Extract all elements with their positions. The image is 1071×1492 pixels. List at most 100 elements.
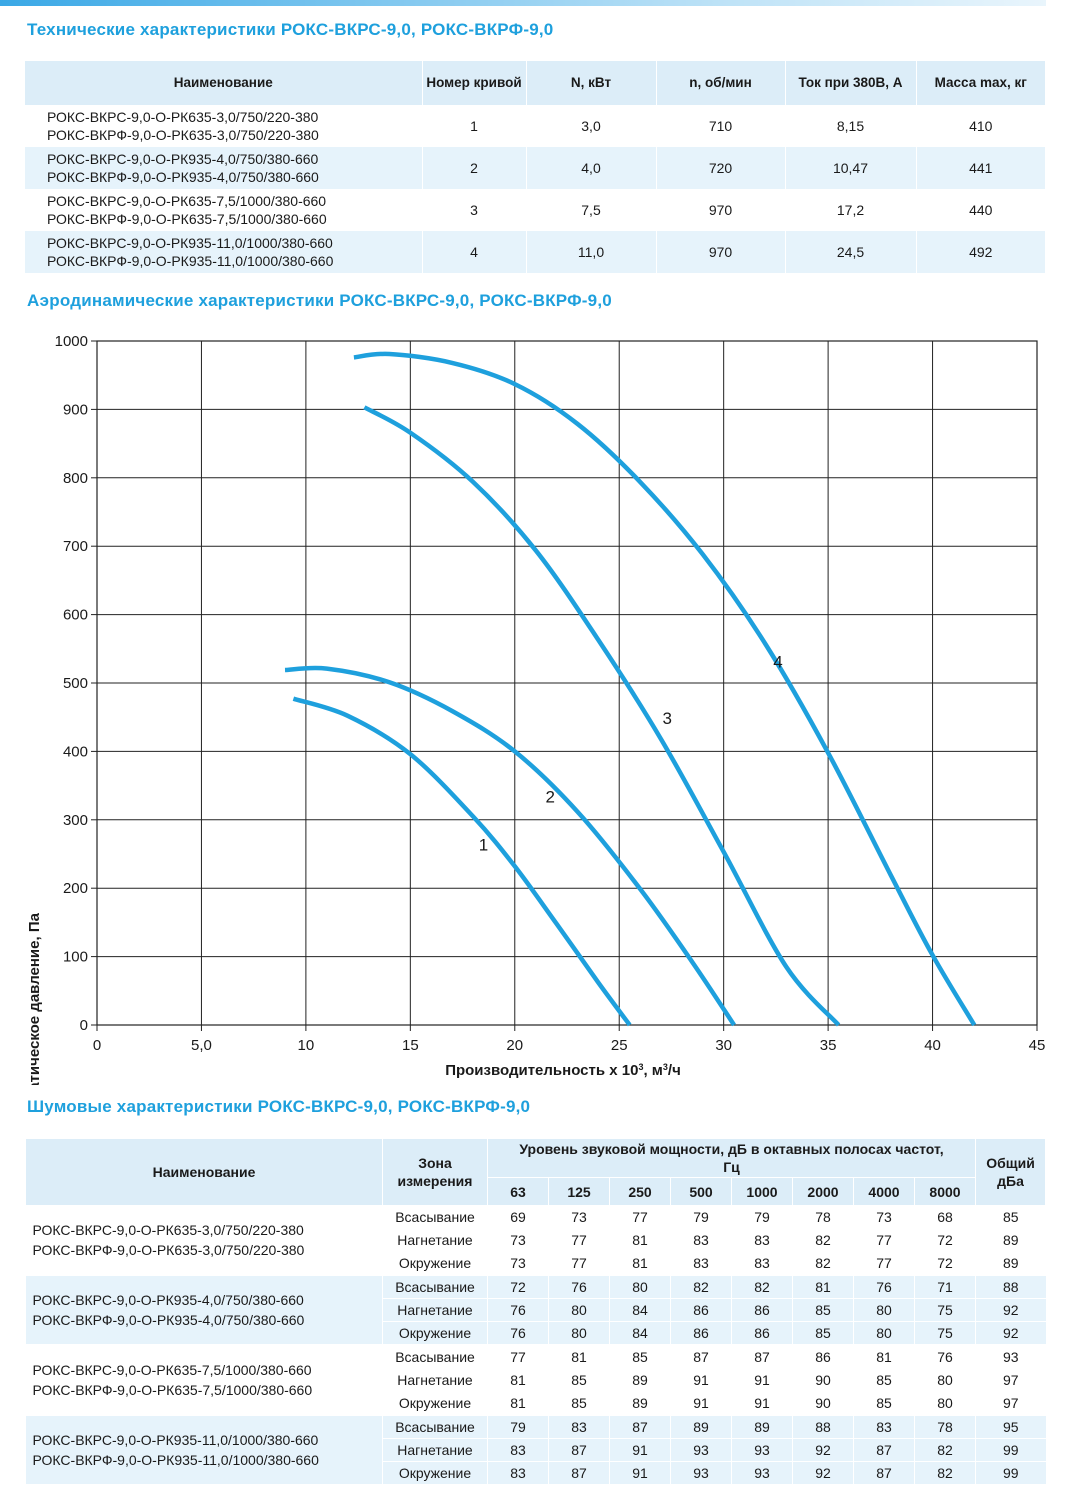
curve-number-label: 1 [479,836,488,855]
db-value: 80 [853,1321,915,1345]
db-value: 83 [670,1228,732,1252]
tech-header-curve: Номер кривой [421,61,526,105]
db-value: 92 [792,1461,854,1484]
db-value: 85 [792,1298,854,1322]
power-value: 3,0 [525,105,656,147]
db-value: 87 [548,1461,610,1484]
mass-value: 492 [915,231,1045,273]
total-dba: 97 [975,1391,1046,1415]
x-tick-label: 10 [298,1037,315,1054]
tech-section-title: Технические характеристики РОКС-ВКРС-9,0… [27,20,554,39]
db-value: 76 [548,1274,610,1299]
db-value: 77 [487,1344,549,1369]
db-value: 80 [853,1298,915,1322]
mass-value: 441 [915,147,1045,189]
model-name: РОКС-ВКРС-9,0-О-РК635-3,0/750/220-380 [47,109,319,125]
db-value: 93 [670,1438,732,1462]
db-value: 83 [853,1414,915,1439]
total-dba: 92 [975,1298,1046,1322]
db-value: 79 [670,1205,732,1229]
curve-number: 3 [421,189,526,231]
tech-header-power: N, кВт [525,61,656,105]
zone-cell: Нагнетание [382,1368,488,1392]
zone-cell: Нагнетание [382,1298,488,1322]
model-name: РОКС-ВКРФ-9,0-О-РК935-4,0/750/380-660 [32,1312,305,1328]
model-name: РОКС-ВКРФ-9,0-О-РК635-3,0/750/220-380 [32,1242,305,1258]
total-dba: 89 [975,1251,1046,1275]
current-value: 24,5 [784,231,916,273]
y-tick-label: 1000 [55,333,88,350]
total-dba: 92 [975,1321,1046,1345]
noise-table: Наименование Зона измерения Уровень звук… [25,1138,1047,1484]
noise-row: Нагнетание 73 77 81 83 83 82 77 72 89 [26,1228,1046,1252]
noise-row: Окружение 73 77 81 83 83 82 77 72 89 [26,1251,1046,1275]
db-value: 76 [487,1321,549,1345]
db-value: 78 [792,1205,854,1229]
y-tick-label: 800 [63,470,88,487]
y-tick-label: 400 [63,743,88,760]
curve-number-label: 3 [663,709,672,728]
y-tick-label: 700 [63,538,88,555]
x-tick-label: 0 [93,1037,101,1054]
db-value: 80 [609,1274,671,1299]
db-value: 91 [731,1391,793,1415]
db-value: 93 [670,1461,732,1484]
noise-header-band: Уровень звуковой мощности, дБ в октавных… [486,1138,977,1178]
mass-value: 440 [915,189,1045,231]
current-value: 10,47 [784,147,916,189]
noise-model-cell: РОКС-ВКРС-9,0-О-РК935-11,0/1000/380-660 Р… [25,1414,383,1484]
db-value: 80 [548,1298,610,1322]
tech-row: РОКС-ВКРС-9,0-О-РК635-3,0/750/220-380 РОК… [25,105,1045,147]
x-tick-label: 5,0 [191,1037,212,1054]
db-value: 75 [913,1298,976,1322]
model-name: РОКС-ВКРФ-9,0-О-РК935-11,0/1000/380-660 [32,1452,319,1468]
db-value: 86 [731,1298,793,1322]
freq-header: 2000 [792,1177,854,1206]
total-dba: 99 [975,1461,1046,1484]
y-axis-label: Статическое давление, Па [26,912,43,1085]
db-value: 82 [913,1438,976,1462]
performance-curve-3 [363,405,841,1027]
y-tick-label: 100 [63,949,88,966]
chart-grid [96,340,1038,1026]
model-name: РОКС-ВКРС-9,0-О-РК635-3,0/750/220-380 [32,1222,304,1238]
db-value: 77 [853,1251,915,1275]
db-value: 82 [670,1274,732,1299]
db-value: 81 [609,1228,671,1252]
db-value: 91 [609,1461,671,1484]
db-value: 81 [548,1344,610,1369]
noise-row: Окружение 81 85 89 91 91 90 85 80 97 [26,1391,1046,1415]
total-dba: 99 [975,1438,1046,1462]
db-value: 83 [487,1461,549,1484]
db-value: 73 [853,1205,915,1229]
tech-row: РОКС-ВКРС-9,0-О-РК935-11,0/1000/380-660 Р… [25,231,1045,273]
total-dba: 85 [975,1205,1046,1229]
y-tick-label: 900 [63,401,88,418]
rpm-value: 970 [655,189,785,231]
db-value: 83 [731,1228,793,1252]
db-value: 68 [913,1205,976,1229]
noise-model-cell: РОКС-ВКРС-9,0-О-РК635-7,5/1000/380-660 РО… [25,1344,383,1415]
performance-curve-4 [353,351,977,1027]
db-value: 92 [792,1438,854,1462]
db-value: 80 [548,1321,610,1345]
zone-cell: Окружение [382,1391,488,1415]
y-tick-label: 200 [63,880,88,897]
noise-row: Нагнетание 83 87 91 93 93 92 87 82 99 [26,1438,1046,1462]
noise-row: Окружение 76 80 84 86 86 85 80 75 92 [26,1321,1046,1345]
zone-cell: Окружение [382,1461,488,1484]
freq-header: 500 [670,1177,732,1206]
db-value: 79 [731,1205,793,1229]
mass-value: 410 [915,105,1045,147]
db-value: 75 [913,1321,976,1345]
noise-model-cell: РОКС-ВКРС-9,0-О-РК935-4,0/750/380-660 РОК… [25,1274,383,1345]
db-value: 81 [792,1274,854,1299]
db-value: 76 [487,1298,549,1322]
db-value: 81 [609,1251,671,1275]
noise-header-zone: Зона измерения [382,1138,488,1206]
curve-number: 1 [421,105,526,147]
x-axis-label-tail: , м [643,1062,662,1079]
noise-row: РОКС-ВКРС-9,0-О-РК935-11,0/1000/380-660 Р… [25,1414,1046,1484]
db-value: 83 [670,1251,732,1275]
zone-cell: Нагнетание [382,1438,488,1462]
